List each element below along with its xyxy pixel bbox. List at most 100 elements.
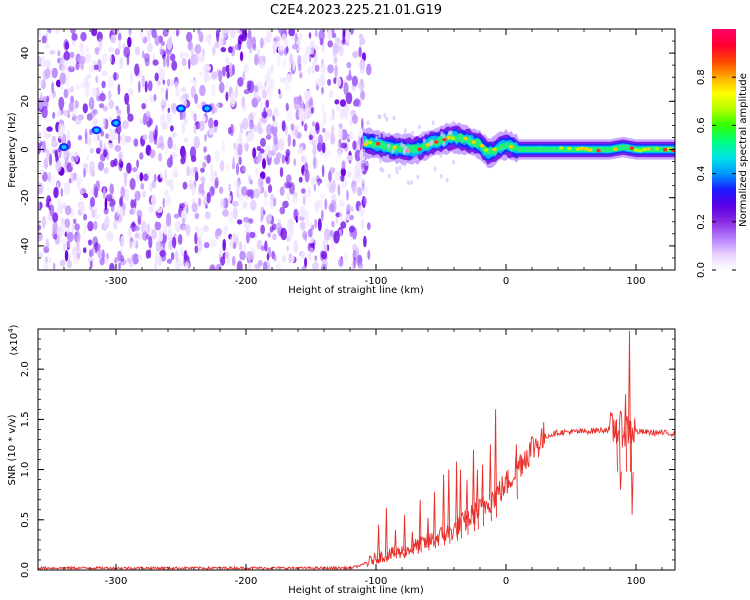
signal-core-point [376, 142, 380, 146]
noise-blob [102, 70, 108, 76]
noise-blob [236, 163, 239, 176]
signal-core-point [459, 136, 463, 140]
noise-blob [330, 184, 335, 193]
noise-blob [323, 112, 326, 124]
noise-blob [130, 199, 134, 208]
noise-blob [85, 81, 90, 90]
noise-blob [257, 80, 263, 89]
signal-core-point [505, 142, 509, 146]
noise-blob [75, 175, 79, 181]
noise-blob [175, 88, 179, 97]
noise-blob [137, 210, 143, 219]
noise-blob [243, 166, 246, 172]
noise-blob [331, 200, 337, 213]
noise-blob [361, 219, 365, 230]
noise-blob [194, 136, 200, 149]
noise-blob [62, 59, 68, 70]
spectrogram-x-axis-label: Height of straight line (km) [288, 285, 424, 296]
noise-blob [318, 218, 322, 231]
noise-blob [248, 29, 252, 39]
noise-blob [163, 80, 166, 85]
noise-blob [150, 149, 156, 158]
noise-blob [141, 221, 147, 233]
noise-blob [437, 127, 440, 132]
noise-blob [160, 113, 165, 126]
streak-point-core [94, 128, 99, 132]
noise-blob [226, 82, 229, 89]
snr-spike [378, 525, 380, 561]
noise-blob [314, 45, 318, 50]
signal-core-point [576, 147, 580, 151]
noise-blob [173, 31, 175, 36]
noise-blob [191, 46, 195, 56]
noise-blob [216, 30, 219, 42]
noise-blob [161, 87, 164, 93]
noise-blob [228, 195, 232, 201]
noise-blob [104, 142, 107, 150]
noise-blob [403, 162, 406, 167]
noise-blob [143, 113, 147, 125]
noise-blob [204, 242, 210, 248]
noise-blob [134, 139, 139, 147]
noise-blob [357, 187, 362, 196]
noise-blob [55, 150, 58, 159]
noise-blob [115, 145, 122, 152]
signal-core-point [517, 148, 521, 152]
noise-blob [274, 112, 277, 117]
noise-blob [331, 221, 334, 228]
noise-blob [258, 177, 264, 187]
noise-blob [197, 227, 203, 239]
noise-blob [53, 187, 58, 198]
noise-blob [365, 139, 368, 144]
noise-blob [182, 58, 187, 67]
noise-blob [154, 94, 157, 101]
noise-blob [118, 132, 121, 144]
noise-blob [109, 133, 114, 141]
noise-blob [183, 182, 188, 190]
noise-blob [292, 44, 298, 50]
noise-blob [203, 146, 207, 153]
noise-blob [207, 192, 211, 203]
noise-blob [302, 231, 307, 240]
noise-blob [361, 178, 366, 183]
noise-blob [263, 262, 268, 273]
noise-blob [165, 89, 168, 100]
y-tick-label: 0.0 [20, 562, 31, 578]
y-tick-label: 1.5 [20, 411, 31, 427]
noise-blob [42, 35, 47, 43]
noise-blob [196, 103, 202, 108]
noise-blob [273, 133, 277, 145]
noise-blob [407, 180, 410, 185]
noise-blob [314, 52, 317, 64]
noise-blob [324, 229, 331, 241]
noise-blob [167, 79, 170, 87]
noise-blob [83, 214, 87, 221]
snr-y-multiplier-base: (x10 [9, 333, 20, 356]
noise-blob [223, 26, 229, 39]
noise-blob [130, 237, 133, 242]
noise-blob [94, 109, 98, 115]
noise-blob [83, 168, 85, 178]
noise-blob [191, 79, 196, 84]
snr-panel: -300 -200 -100 0 100 0.00.51.01.52.0 Height … [7, 324, 675, 596]
noise-blob [276, 223, 282, 231]
noise-blob [300, 221, 306, 231]
noise-blob [120, 235, 124, 246]
noise-blob [320, 193, 325, 199]
noise-blob [353, 257, 356, 269]
noise-blob [285, 156, 288, 162]
noise-blob [169, 35, 172, 44]
noise-blob [149, 131, 154, 144]
signal-core-point [667, 147, 671, 151]
noise-blob [268, 233, 271, 238]
noise-blob [42, 216, 46, 228]
noise-blob [114, 72, 117, 81]
noise-blob [280, 167, 283, 177]
noise-blob [37, 225, 42, 230]
noise-blob [59, 230, 63, 239]
noise-blob [383, 133, 386, 138]
signal-core-point [551, 147, 555, 151]
noise-blob [76, 241, 79, 250]
noise-blob [182, 218, 185, 224]
noise-blob [89, 97, 95, 110]
